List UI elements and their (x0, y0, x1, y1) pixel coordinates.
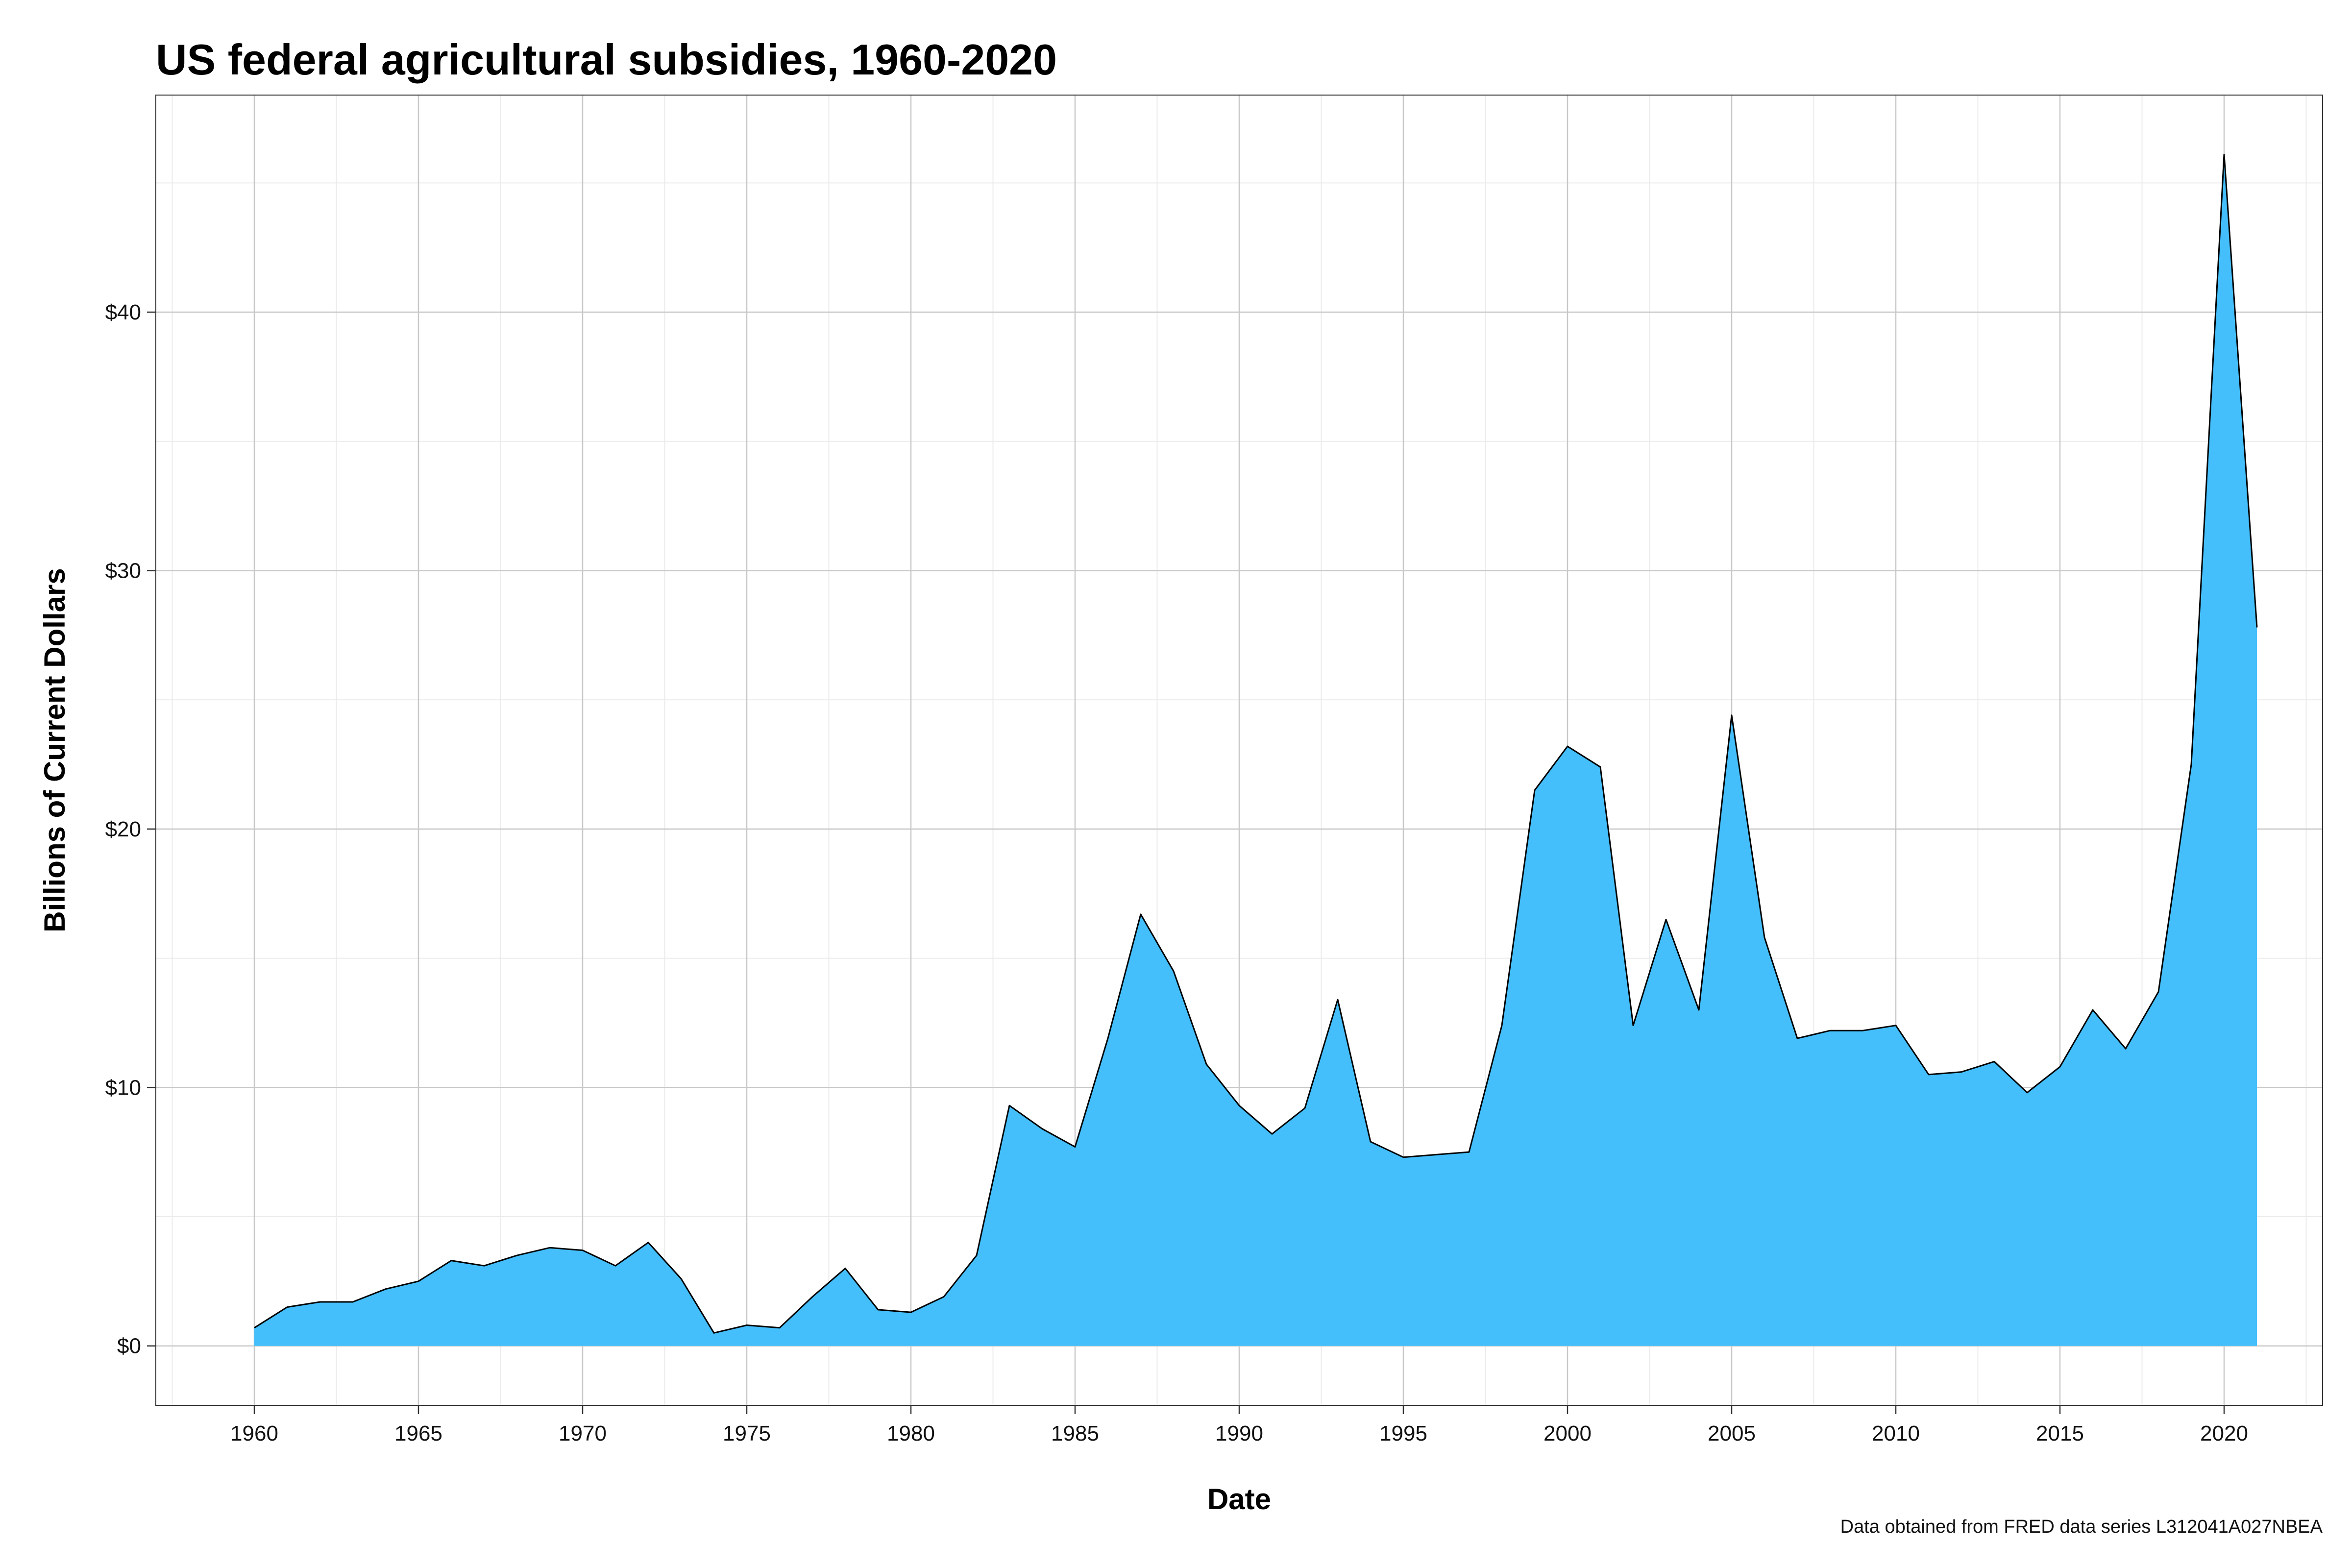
x-tick-label: 1980 (887, 1421, 935, 1446)
x-axis-ticks: 1960 1965 1970 1975 1980 1985 1990 1995 2000 2005… (230, 1405, 2248, 1446)
x-tick-label: 2000 (1544, 1421, 1592, 1446)
chart-title: US federal agricultural subsidies, 1960-… (156, 35, 1057, 84)
chart-caption: Data obtained from FRED data series L312… (1840, 1517, 2323, 1537)
x-tick-label: 1965 (394, 1421, 442, 1446)
x-tick-label: 2020 (2200, 1421, 2248, 1446)
x-tick-label: 2015 (2036, 1421, 2084, 1446)
x-tick-label: 1995 (1379, 1421, 1427, 1446)
area-line (254, 153, 2258, 1334)
area-fill (254, 154, 2257, 1346)
y-tick-label: $40 (105, 300, 141, 324)
x-tick-label: 1985 (1051, 1421, 1099, 1446)
x-tick-label: 2005 (1708, 1421, 1756, 1446)
y-tick-label: $0 (117, 1334, 141, 1358)
y-axis-title: Billions of Current Dollars (38, 568, 71, 932)
x-tick-label: 1975 (723, 1421, 771, 1446)
y-tick-label: $30 (105, 559, 141, 583)
x-axis-title: Date (1207, 1483, 1271, 1516)
y-tick-label: $20 (105, 817, 141, 841)
y-axis-ticks: $0 $10 $20 $30 $40 (105, 300, 156, 1358)
y-tick-label: $10 (105, 1076, 141, 1100)
x-tick-label: 1960 (230, 1421, 278, 1446)
x-tick-label: 1970 (559, 1421, 607, 1446)
x-tick-label: 2010 (1872, 1421, 1920, 1446)
x-tick-label: 1990 (1215, 1421, 1263, 1446)
